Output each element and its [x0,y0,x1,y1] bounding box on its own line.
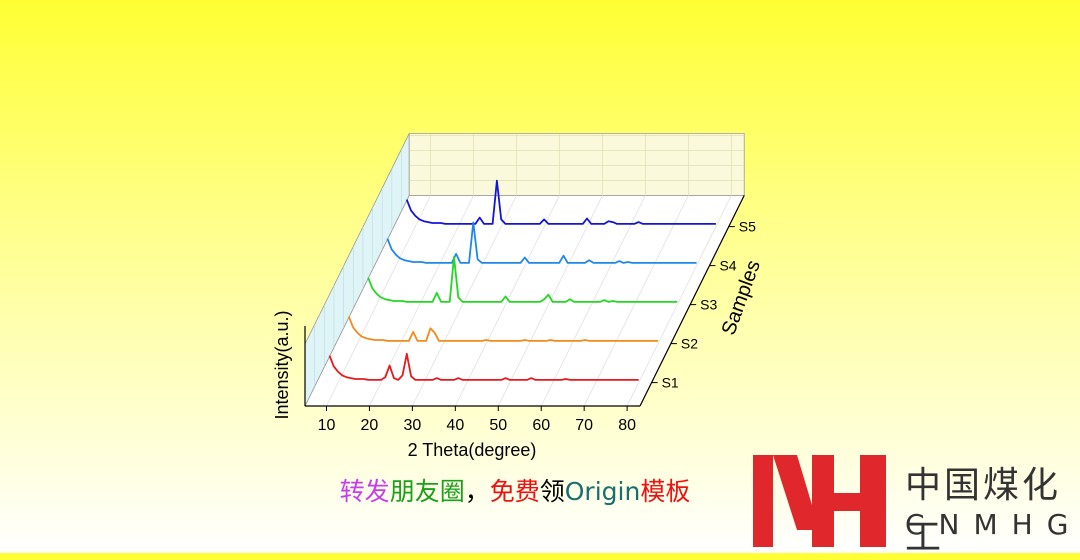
caption-segment: 免费 [489,477,540,506]
legend-label: S4 [719,257,736,273]
x-tick-label: 80 [618,417,636,434]
caption-segment: Origin [564,477,641,506]
caption-segment: 转发 [339,477,390,506]
legend-label: S5 [739,218,756,234]
grid-line [455,195,560,407]
logo-abbr: CNMHG [905,508,1080,541]
caption-segment: 朋友圈 [389,477,465,506]
x-tick-label: 20 [361,417,379,434]
x-tick-label: 10 [318,417,336,434]
caption: 转发朋友圈，免费领Origin模板 [0,472,1030,508]
series-line [347,316,658,342]
grid-line [583,195,689,407]
logo-mark [753,455,886,547]
x-axis-title: 2 Theta(degree) [408,440,537,460]
y-axis-title: Intensity(a.u.) [272,310,292,419]
legend-label: S3 [700,296,717,312]
z-axis [639,195,745,407]
series-line [367,255,678,303]
series-line [405,179,716,225]
grid-line [540,195,646,407]
legend-label: S2 [681,335,698,351]
grid-line [326,195,432,407]
grid-line [626,195,732,407]
grid-line [497,195,603,407]
x-tick-label: 50 [489,417,507,434]
x-tick-label: 40 [446,417,464,434]
caption-segment: 模板 [640,477,691,506]
x-tick-label: 70 [575,417,593,434]
x-tick-label: 30 [403,417,421,434]
x-tick-label: 60 [532,417,550,434]
caption-segment: ， [464,477,490,506]
series-line [386,221,697,264]
back-wall [408,132,745,196]
series-line [328,352,639,381]
caption-segment: 领 [539,477,565,506]
grid-line [412,195,517,407]
legend-label: S1 [662,374,679,390]
logo-name: 中国煤化工 [905,465,1062,558]
